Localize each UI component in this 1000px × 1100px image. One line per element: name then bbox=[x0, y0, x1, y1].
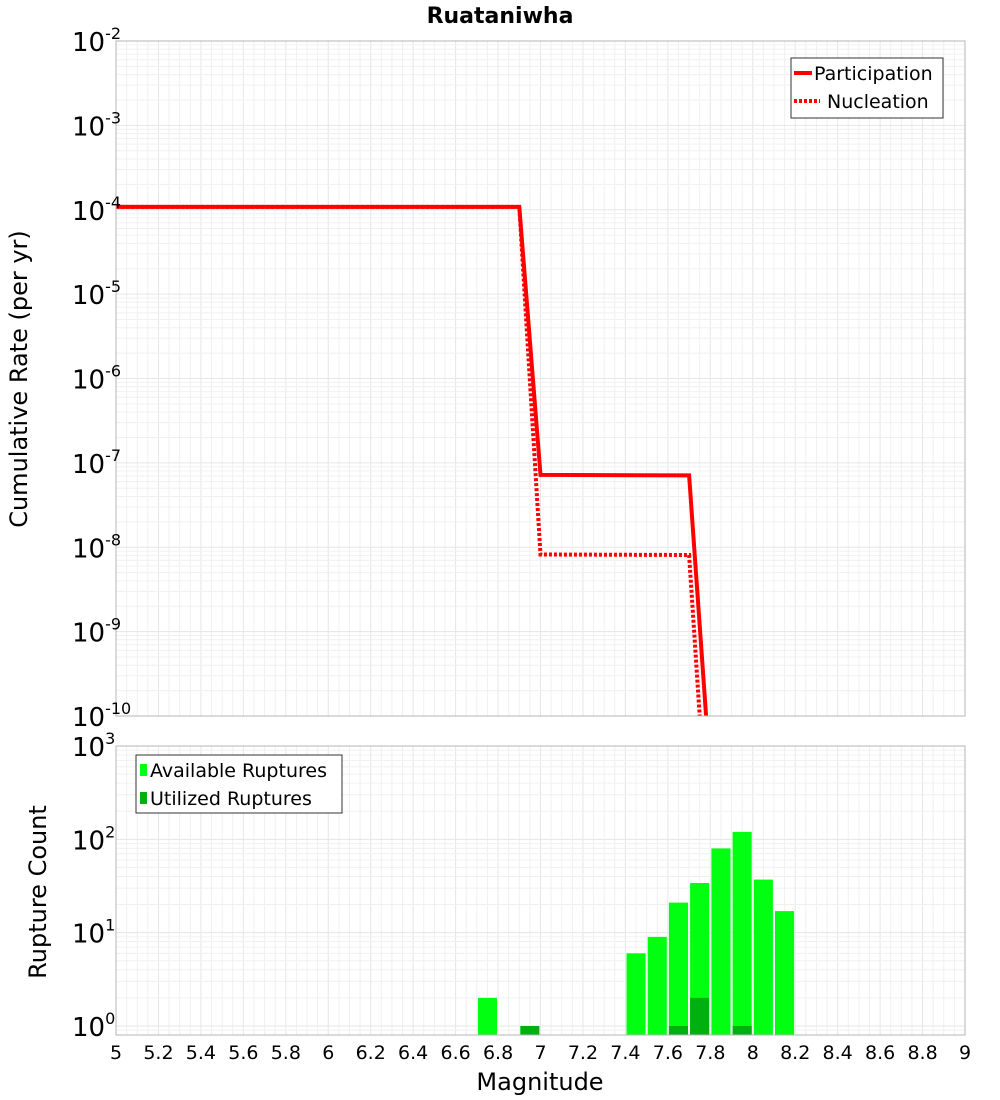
bottom-plot-frame bbox=[115, 745, 966, 1036]
top-y-tick-label: 10-9 bbox=[72, 615, 121, 649]
bar-available-ruptures bbox=[753, 879, 773, 1035]
x-tick-label: 7 bbox=[534, 1042, 546, 1064]
bar-utilized-ruptures bbox=[732, 1026, 752, 1035]
chart-title: Ruataniwha bbox=[427, 4, 574, 29]
bottom-y-tick-label: 103 bbox=[72, 729, 115, 763]
bottom-bars bbox=[477, 831, 795, 1035]
x-tick-label: 7.4 bbox=[610, 1042, 640, 1064]
bar-available-ruptures bbox=[732, 831, 752, 1035]
x-tick-label: 5.8 bbox=[271, 1042, 301, 1064]
bottom-y-tick-labels: 103 102 101 100 bbox=[72, 729, 115, 1043]
bottom-y-axis-title: Rupture Count bbox=[24, 805, 52, 979]
series-participation-line bbox=[116, 204, 709, 717]
top-y-tick-label: 10-7 bbox=[72, 446, 121, 480]
x-tick-label: 8 bbox=[747, 1042, 759, 1064]
legend-available-label: Available Ruptures bbox=[150, 760, 327, 782]
x-tick-label: 9 bbox=[959, 1042, 971, 1064]
bar-available-ruptures bbox=[711, 848, 731, 1035]
top-y-axis-title: Cumulative Rate (per yr) bbox=[5, 230, 33, 528]
x-tick-label: 6.4 bbox=[398, 1042, 428, 1064]
bottom-legend-box bbox=[135, 754, 343, 814]
bar-available-ruptures bbox=[775, 911, 795, 1035]
top-y-tick-label: 10-6 bbox=[72, 362, 121, 396]
x-axis-title: Magnitude bbox=[476, 1068, 603, 1096]
legend-available-swatch bbox=[140, 764, 147, 776]
bar-available-ruptures bbox=[690, 883, 710, 1035]
bar-utilized-ruptures bbox=[690, 997, 710, 1035]
legend-participation-label: Participation bbox=[814, 63, 933, 85]
bottom-legend: Available Ruptures Utilized Ruptures bbox=[135, 754, 343, 814]
top-y-tick-label: 10-4 bbox=[72, 193, 121, 227]
x-tick-label: 5.2 bbox=[143, 1042, 173, 1064]
bottom-y-tick-label: 100 bbox=[72, 1009, 115, 1043]
bottom-y-tick-label: 102 bbox=[72, 822, 115, 856]
cumulative-rate-panel: 10-2 10-3 10-4 10-5 10-6 10-7 10-8 10-9 10-10 Cu… bbox=[5, 24, 966, 733]
x-tick-label: 7.6 bbox=[653, 1042, 683, 1064]
top-legend-box bbox=[790, 57, 944, 119]
bar-utilized-ruptures bbox=[668, 1026, 688, 1035]
top-plot-frame bbox=[115, 40, 966, 717]
x-tick-label: 7.8 bbox=[695, 1042, 725, 1064]
bar-available-ruptures bbox=[477, 997, 497, 1035]
rupture-count-panel: 103 102 101 100 5 5.2 5.4 5.6 5.8 6 6.2 6.4 6.6 6.8 7… bbox=[24, 729, 971, 1096]
x-tick-label: 8.8 bbox=[907, 1042, 937, 1064]
x-tick-label: 6.2 bbox=[356, 1042, 386, 1064]
top-legend: Participation Nucleation bbox=[790, 57, 944, 119]
x-tick-label: 8.6 bbox=[865, 1042, 895, 1064]
x-tick-label: 5 bbox=[110, 1042, 122, 1064]
bottom-y-tick-label: 101 bbox=[72, 916, 115, 950]
x-tick-label: 6 bbox=[322, 1042, 334, 1064]
top-y-tick-label: 10-8 bbox=[72, 530, 121, 564]
top-series-lines bbox=[116, 204, 709, 717]
top-y-tick-label: 10-5 bbox=[72, 277, 121, 311]
top-y-tick-label: 10-10 bbox=[72, 699, 131, 733]
top-y-tick-labels: 10-2 10-3 10-4 10-5 10-6 10-7 10-8 10-9 10-10 bbox=[72, 24, 131, 733]
legend-nucleation-label: Nucleation bbox=[827, 91, 929, 113]
bottom-grid bbox=[115, 746, 966, 1036]
bar-available-ruptures bbox=[626, 953, 646, 1035]
legend-utilized-label: Utilized Ruptures bbox=[150, 788, 312, 810]
x-tick-label: 7.2 bbox=[568, 1042, 598, 1064]
top-y-tick-label: 10-2 bbox=[72, 24, 121, 58]
x-tick-label: 8.4 bbox=[823, 1042, 853, 1064]
x-tick-label: 5.6 bbox=[228, 1042, 258, 1064]
x-tick-label: 6.6 bbox=[440, 1042, 470, 1064]
x-tick-labels: 5 5.2 5.4 5.6 5.8 6 6.2 6.4 6.6 6.8 7 7.2 7.4 7.6 7.8 8… bbox=[110, 1042, 971, 1064]
x-tick-label: 6.8 bbox=[483, 1042, 513, 1064]
bar-available-ruptures bbox=[647, 936, 667, 1035]
legend-utilized-swatch bbox=[140, 792, 147, 804]
bar-utilized-ruptures bbox=[520, 1026, 540, 1035]
bar-available-ruptures bbox=[668, 902, 688, 1035]
top-grid bbox=[115, 41, 966, 717]
top-y-tick-label: 10-3 bbox=[72, 108, 121, 142]
x-tick-label: 8.2 bbox=[780, 1042, 810, 1064]
series-nucleation-line bbox=[116, 204, 702, 717]
x-tick-label: 5.4 bbox=[186, 1042, 216, 1064]
